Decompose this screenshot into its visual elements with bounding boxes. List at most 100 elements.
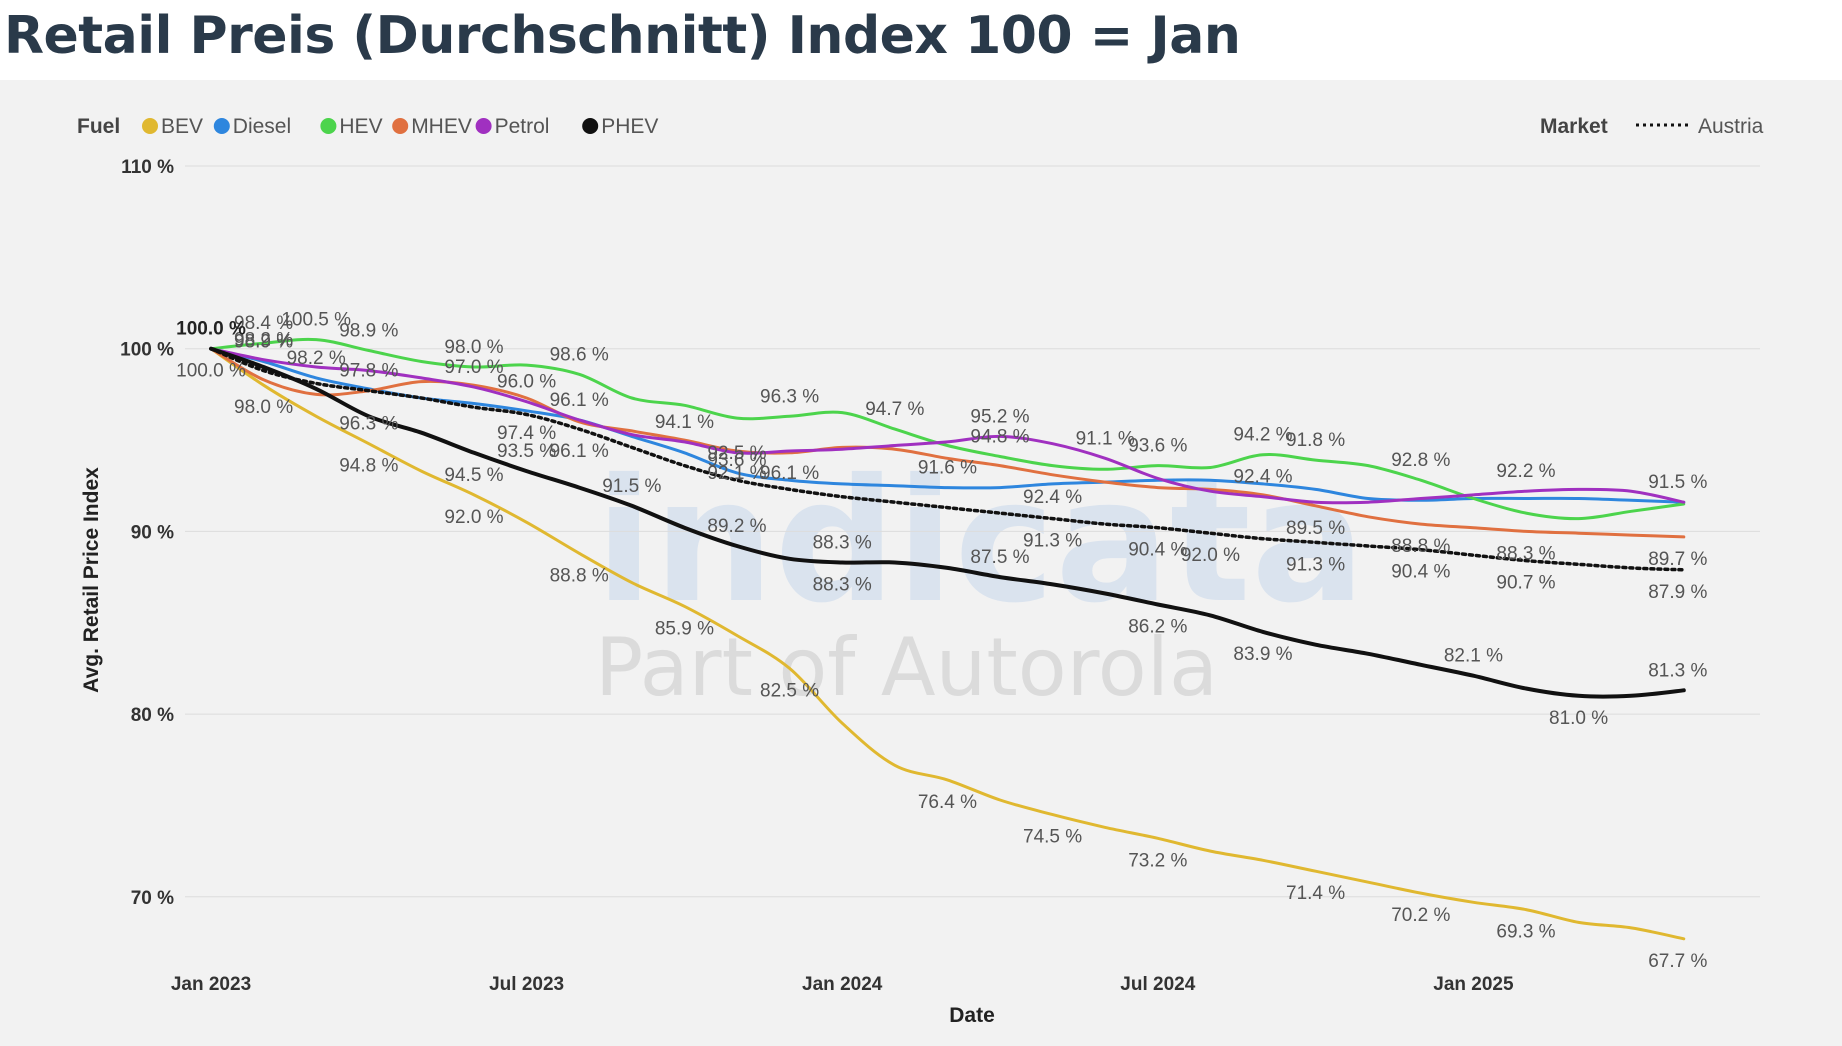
- data-label-petrol: 96.1 %: [760, 463, 819, 484]
- data-label-phev: 81.3 %: [1648, 660, 1707, 681]
- data-label-austria: 93.6 %: [707, 450, 766, 471]
- data-label-bev: 96.3 %: [339, 414, 398, 435]
- series-line-petrol: [209, 347, 1686, 505]
- data-label-petrol: 95.2 %: [970, 406, 1029, 427]
- data-label-mhev: 92.4 %: [1023, 487, 1082, 508]
- data-label-austria: 87.9 %: [1648, 582, 1707, 603]
- page-title: Retail Preis (Durchschnitt) Index 100 = …: [4, 6, 1241, 66]
- data-label-hev: 92.8 %: [1391, 450, 1450, 471]
- data-label-diesel: 92.5 %: [707, 443, 766, 464]
- data-label-bev: 88.8 %: [550, 565, 609, 586]
- x-tick-label: Jan 2024: [802, 974, 883, 995]
- y-tick-label: 70 %: [131, 888, 174, 909]
- data-label-bev: 73.2 %: [1128, 850, 1187, 871]
- data-label-bev: 82.5 %: [760, 680, 819, 701]
- legend-item-austria[interactable]: Austria: [1698, 115, 1764, 138]
- data-label-mhev: 97.8 %: [339, 361, 398, 382]
- chart-container: indicata Part of Autorola 110 % 100 % 90 %…: [0, 80, 1842, 1046]
- x-tick-label: Jan 2025: [1433, 974, 1514, 995]
- data-label-mhev: 89.5 %: [1286, 518, 1345, 539]
- data-label-petrol: 94.1 %: [655, 412, 714, 433]
- data-label-mhev: 92.1 %: [707, 463, 766, 484]
- legend-market-title: Market: [1540, 115, 1608, 138]
- data-label-phev: 86.2 %: [1128, 616, 1187, 637]
- data-label-petrol: 91.1 %: [1076, 428, 1135, 449]
- legend[interactable]: Fuel BEV Diesel HEV MHEV Petrol PHEV Market Aust…: [77, 115, 1764, 138]
- legend-marker-bev: [142, 118, 158, 134]
- legend-marker-petrol: [475, 118, 492, 134]
- data-label-hev: 93.6 %: [1128, 436, 1187, 457]
- legend-item-mhev[interactable]: MHEV: [411, 115, 472, 138]
- data-label-phev: 94.5 %: [444, 465, 503, 486]
- gridlines: [185, 165, 1760, 898]
- data-label-phev: 87.5 %: [970, 547, 1029, 568]
- data-label-austria: 90.7 %: [1496, 573, 1555, 594]
- legend-item-diesel[interactable]: Diesel: [233, 115, 291, 138]
- data-label-phev: 93.5 %: [497, 441, 556, 462]
- legend-item-petrol[interactable]: Petrol: [495, 115, 550, 138]
- data-labels: 100.0 % 98.0 % 96.3 % 94.8 % 92.0 % 88.8 % 85.…: [176, 310, 1707, 972]
- series-line-hev: [209, 337, 1686, 521]
- data-label-hev: 94.2 %: [1233, 425, 1292, 446]
- data-label-austria: 91.3 %: [1023, 531, 1082, 552]
- data-label-hev: 98.4 %: [234, 313, 293, 334]
- data-label-hev: 98.0 %: [444, 337, 503, 358]
- data-label-mhev: 88.8 %: [1391, 536, 1450, 557]
- series-lines: [209, 337, 1686, 941]
- data-label-petrol: 92.4 %: [1233, 467, 1292, 488]
- data-label-hev: 91.8 %: [1286, 430, 1345, 451]
- data-label-hev: 96.3 %: [760, 386, 819, 407]
- data-label-phev: 81.0 %: [1549, 708, 1608, 729]
- series-line-diesel: [209, 347, 1686, 504]
- data-label-bev: 100.0 %: [176, 361, 246, 382]
- data-label-bev: 74.5 %: [1023, 827, 1082, 848]
- x-axis-ticks: Jan 2023 Jul 2023 Jan 2024 Jul 2024 Jan 2025: [171, 974, 1514, 995]
- x-tick-label: Jan 2023: [171, 974, 251, 995]
- data-label-hev: 100.5 %: [281, 310, 351, 331]
- data-label-petrol: 91.5 %: [1648, 472, 1707, 493]
- data-label-diesel: 91.6 %: [918, 458, 977, 479]
- x-tick-label: Jul 2023: [489, 974, 564, 995]
- data-label-bev: 85.9 %: [655, 618, 714, 639]
- series-line-bev: [209, 347, 1686, 941]
- legend-item-phev[interactable]: PHEV: [601, 115, 658, 138]
- y-tick-label: 90 %: [131, 522, 174, 543]
- legend-item-hev[interactable]: HEV: [339, 115, 382, 138]
- data-label-diesel: 97.4 %: [497, 423, 556, 444]
- data-label-bev: 67.7 %: [1648, 951, 1707, 972]
- data-label-bev: 92.0 %: [444, 507, 503, 528]
- line-chart: indicata Part of Autorola 110 %100 %90 %…: [77, 115, 1764, 1027]
- data-label-austria: 96.1 %: [550, 441, 609, 462]
- data-label-mhev: 88.3 %: [1496, 543, 1555, 564]
- data-label-phev: 88.3 %: [813, 574, 872, 595]
- watermark-subtitle: Part of Autorola: [595, 621, 1218, 714]
- data-label-petrol: 97.0 %: [444, 357, 503, 378]
- data-label-austria: 90.4 %: [1391, 562, 1450, 583]
- data-label-austria: 92.0 %: [1181, 545, 1240, 566]
- y-tick-label: 100 %: [120, 340, 174, 361]
- data-label-bev: 71.4 %: [1286, 883, 1345, 904]
- data-label-phev: 89.2 %: [707, 516, 766, 537]
- x-tick-label: Jul 2024: [1120, 974, 1195, 995]
- data-label-petrol: 96.0 %: [497, 372, 556, 393]
- data-label-bev: 76.4 %: [918, 792, 977, 813]
- data-label-petrol: 96.1 %: [550, 390, 609, 411]
- data-label-bev: 70.2 %: [1391, 905, 1450, 926]
- data-label-hev: 94.8 %: [970, 426, 1029, 447]
- data-label-bev: 69.3 %: [1496, 922, 1555, 943]
- data-label-diesel: 98.2 %: [287, 348, 346, 369]
- legend-title: Fuel: [77, 115, 120, 138]
- series-line-phev: [209, 346, 1686, 699]
- legend-marker-hev: [320, 118, 337, 134]
- data-label-diesel: 98.9 %: [234, 331, 293, 352]
- data-label-austria: 90.4 %: [1128, 540, 1187, 561]
- data-label-hev: 94.7 %: [865, 399, 924, 420]
- data-label-bev: 94.8 %: [339, 456, 398, 477]
- data-label-bev: 98.0 %: [234, 397, 293, 418]
- data-label-phev: 91.5 %: [602, 476, 661, 497]
- data-label-petrol: 92.2 %: [1496, 461, 1555, 482]
- x-axis-title: Date: [949, 1004, 995, 1027]
- data-label-phev: 100.0 %: [176, 319, 246, 340]
- data-label-phev: 82.1 %: [1444, 646, 1503, 667]
- legend-item-bev[interactable]: BEV: [161, 115, 203, 138]
